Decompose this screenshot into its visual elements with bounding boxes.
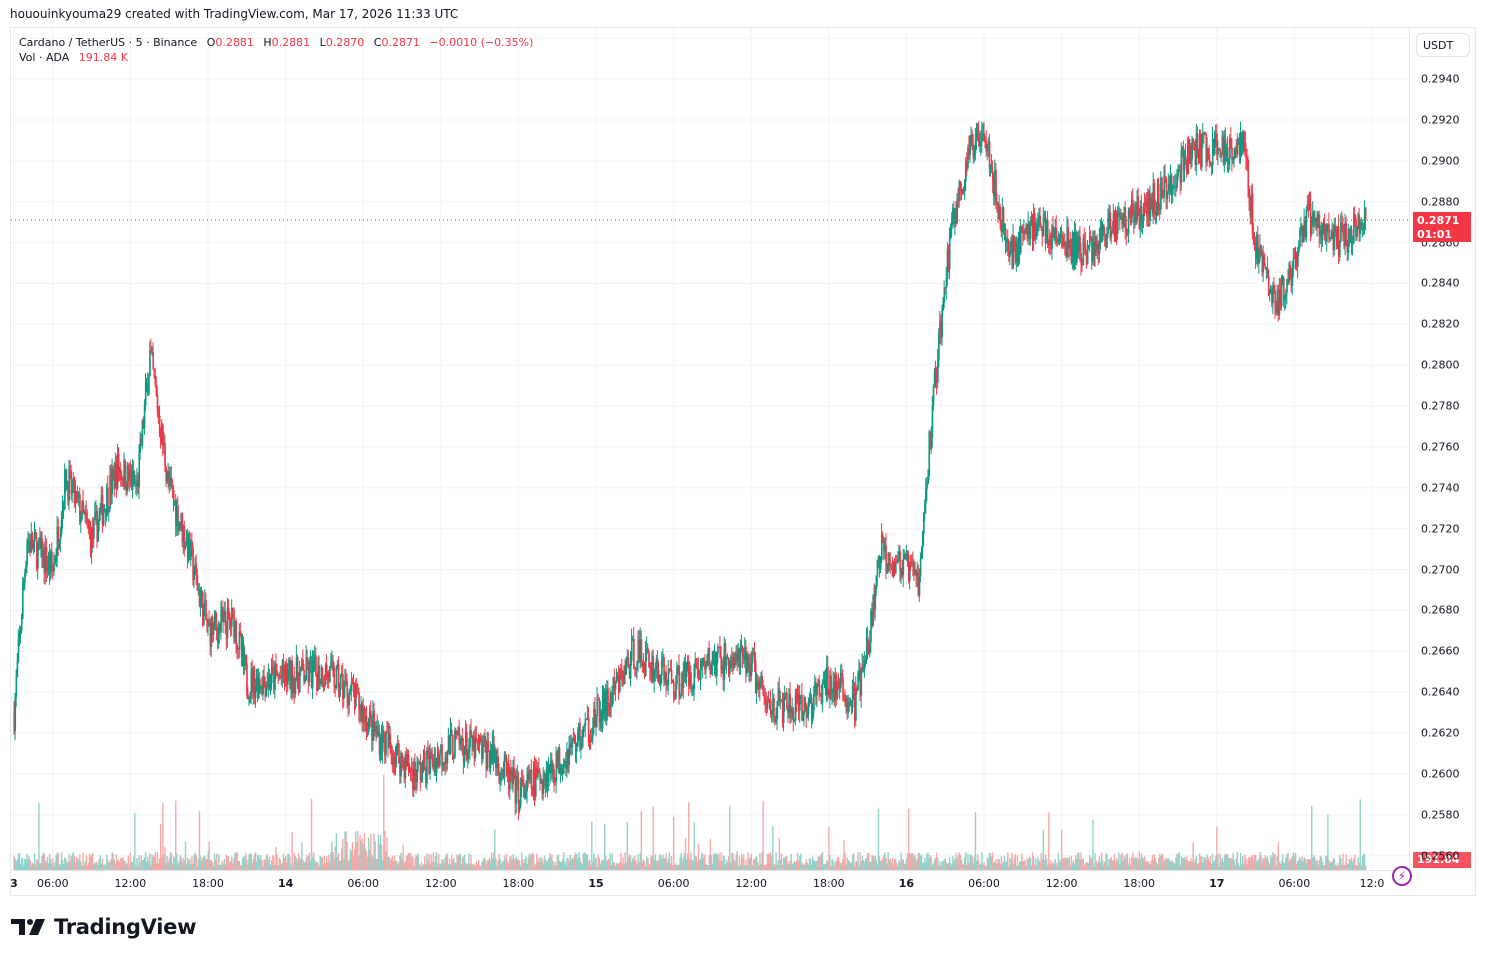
price-tick-label: 0.2640: [1421, 685, 1460, 699]
price-tick-label: 0.2780: [1421, 399, 1460, 413]
chart-frame: Cardano / TetherUS · 5 · Binance O0.2881…: [10, 27, 1476, 896]
open-value: 0.2881: [215, 36, 254, 49]
chart-credit: hououinkyouma29 created with TradingView…: [10, 7, 459, 21]
change-value: −0.0010 (−0.35%): [429, 36, 534, 49]
price-tick-label: 0.2740: [1421, 481, 1460, 495]
price-tick-label: 0.2560: [1421, 849, 1460, 863]
low-value: 0.2870: [325, 36, 365, 49]
tradingview-logo-icon: [11, 919, 45, 935]
volume-legend-row: Vol · ADA 191.84 K: [19, 50, 533, 65]
symbol-title[interactable]: Cardano / TetherUS · 5 · Binance: [19, 36, 198, 49]
last-price-value: 0.2871: [1417, 214, 1460, 228]
time-tick-label: 06:00: [1278, 877, 1311, 890]
time-tick-label: 3: [10, 877, 18, 890]
time-tick-label: 14: [277, 877, 294, 890]
ohlc-legend-row: Cardano / TetherUS · 5 · Binance O0.2881…: [19, 36, 534, 49]
tradingview-logo[interactable]: TradingView: [11, 915, 196, 939]
lightning-icon[interactable]: ⚡: [1392, 866, 1412, 886]
price-tick-label: 0.2920: [1421, 113, 1460, 127]
price-tick-label: 0.2840: [1421, 276, 1460, 290]
time-tick-label: 16: [898, 877, 915, 890]
time-tick-label: 12:0: [1359, 877, 1385, 890]
logo-text: TradingView: [54, 915, 197, 939]
chart-legend: Cardano / TetherUS · 5 · Binance O0.2881…: [19, 35, 533, 65]
volume-indicator-title[interactable]: Vol · ADA: [19, 51, 70, 64]
time-tick-label: 06:00: [36, 877, 69, 890]
price-tick-label: 0.2880: [1421, 195, 1460, 209]
time-tick-label: 12:00: [1045, 877, 1078, 890]
high-value: 0.2881: [271, 36, 311, 49]
time-tick-label: 12:00: [735, 877, 768, 890]
time-tick-label: 18:00: [192, 877, 224, 890]
time-tick-label: 15: [588, 877, 604, 890]
time-tick-label: 12:00: [424, 877, 457, 890]
time-tick-label: 17: [1209, 877, 1225, 890]
time-tick-label: 06:00: [968, 877, 1000, 890]
price-tick-label: 0.2700: [1421, 563, 1460, 577]
price-tick-label: 0.2720: [1421, 522, 1460, 536]
close-value: 0.2871: [381, 36, 420, 49]
time-tick-label: 18:00: [1123, 877, 1156, 890]
price-tick-label: 0.2600: [1421, 767, 1460, 781]
price-axis[interactable]: USDT 0.2871 01:01 191.84 K 0.29600.29400…: [1409, 28, 1476, 882]
candlestick-chart[interactable]: [11, 28, 1409, 870]
bar-countdown: 01:01: [1417, 228, 1453, 242]
price-tick-label: 0.2940: [1421, 72, 1460, 86]
time-axis[interactable]: 3 06:00 12:00 18:00 14 06:00 12:00 18:00 15 06:00…: [10, 870, 1409, 896]
price-tick-label: 0.2580: [1421, 808, 1460, 822]
last-price-label: 0.2871 01:01: [1413, 212, 1471, 243]
price-tick-label: 0.2900: [1421, 154, 1460, 168]
price-tick-label: 0.2660: [1421, 644, 1460, 658]
chart-plot-area[interactable]: Cardano / TetherUS · 5 · Binance O0.2881…: [11, 28, 1409, 870]
price-tick-label: 0.2820: [1421, 317, 1460, 331]
currency-button[interactable]: USDT: [1416, 33, 1470, 57]
time-tick-label: 18:00: [502, 877, 535, 890]
volume-value: 191.84 K: [78, 51, 128, 64]
time-tick-label: 06:00: [347, 877, 380, 890]
time-tick-label: 06:00: [657, 877, 690, 890]
price-tick-label: 0.2760: [1421, 440, 1460, 454]
time-tick-label: 18:00: [812, 877, 845, 890]
time-tick-label: 12:00: [114, 877, 147, 890]
price-tick-label: 0.2800: [1421, 358, 1460, 372]
price-tick-label: 0.2620: [1421, 726, 1460, 740]
volume-axis-label: 191.84 K: [1413, 852, 1471, 882]
price-tick-label: 0.2680: [1421, 603, 1460, 617]
